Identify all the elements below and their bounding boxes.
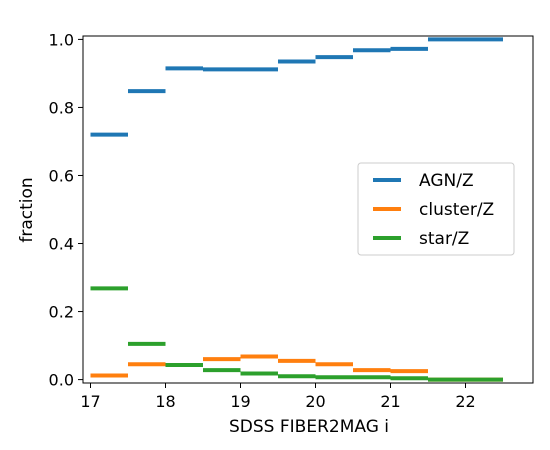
x-axis-label: SDSS FIBER2MAG i bbox=[229, 417, 389, 437]
legend-label: cluster/Z bbox=[419, 200, 494, 220]
y-tick-label: 0.8 bbox=[49, 98, 74, 117]
legend-item: cluster/Z bbox=[373, 200, 494, 220]
legend-item: AGN/Z bbox=[373, 171, 474, 191]
y-tick-label: 0.4 bbox=[49, 235, 74, 254]
y-axis-label: fraction bbox=[17, 177, 37, 242]
y-tick-label: 0.0 bbox=[49, 371, 74, 390]
legend: AGN/Z cluster/Z star/Z bbox=[357, 162, 515, 256]
legend-item: star/Z bbox=[373, 229, 469, 249]
x-tick-label: 19 bbox=[230, 392, 250, 411]
x-tick-label: 18 bbox=[155, 392, 175, 411]
axes-frame bbox=[82, 35, 534, 384]
legend-label: AGN/Z bbox=[419, 171, 474, 191]
series-layer bbox=[90, 37, 503, 382]
x-tick-label: 17 bbox=[80, 392, 100, 411]
x-tick-label: 20 bbox=[305, 392, 325, 411]
y-tick-label: 1.0 bbox=[49, 30, 74, 49]
y-tick-label: 0.6 bbox=[49, 166, 74, 185]
x-tick-label: 21 bbox=[380, 392, 400, 411]
series-agn-z bbox=[90, 37, 503, 137]
legend-label: star/Z bbox=[419, 229, 469, 249]
legend-box bbox=[357, 162, 515, 256]
series-star-z bbox=[90, 286, 503, 382]
axes-layer: 17 18 19 20 21 22 0.0 0.2 0.4 0.6 0.8 1.0 bbox=[49, 30, 534, 411]
x-tick-label: 22 bbox=[455, 392, 475, 411]
y-tick-label: 0.2 bbox=[49, 303, 74, 322]
